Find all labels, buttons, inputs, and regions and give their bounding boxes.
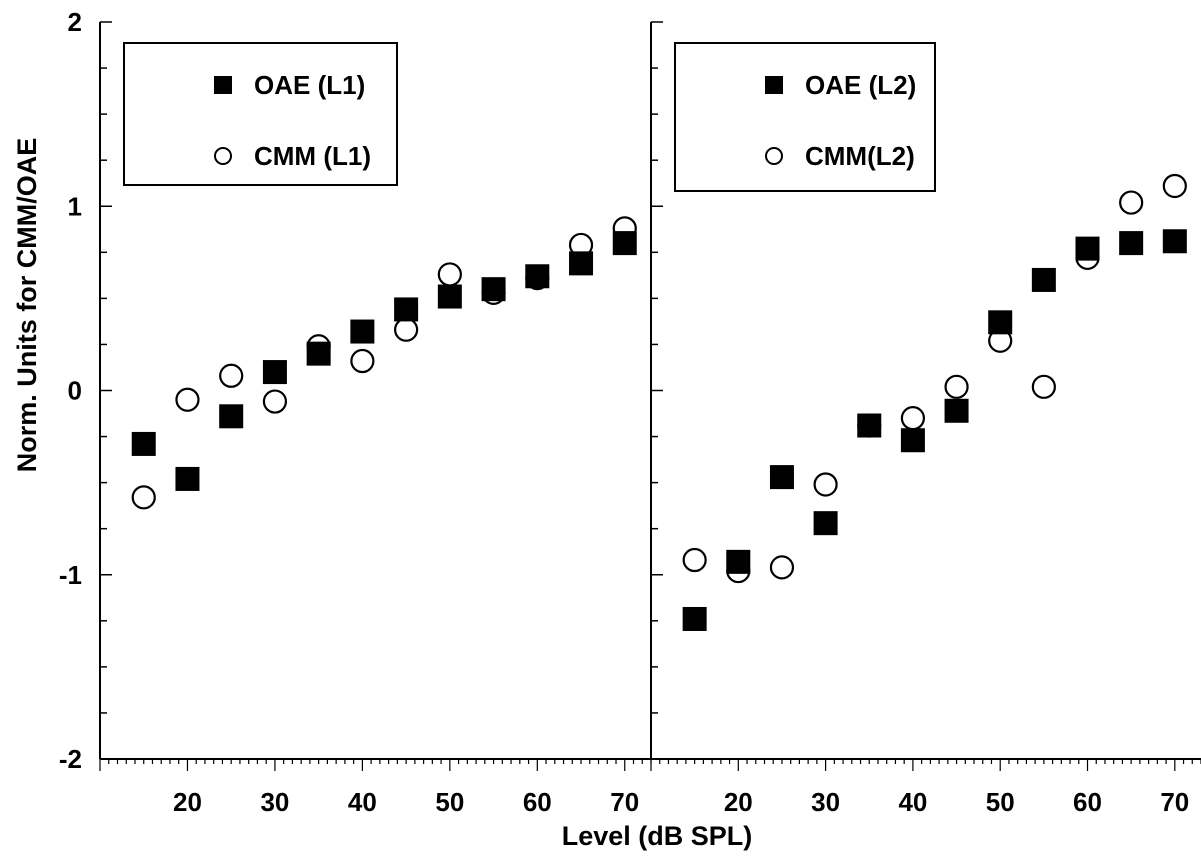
- series-open-circle: [682, 173, 1187, 584]
- data-point-circle: [131, 485, 156, 510]
- data-point-square: [682, 606, 707, 631]
- data-point-square: [1119, 231, 1144, 256]
- data-point-circle: [1119, 190, 1144, 215]
- series-open-circle: [131, 216, 637, 510]
- data-point-square: [944, 398, 969, 423]
- legend-box: [123, 42, 398, 186]
- series-filled-square: [682, 229, 1187, 631]
- data-point-circle: [394, 317, 419, 342]
- data-point-square: [569, 251, 594, 276]
- panel-1: 20 30 40 50 60 70 OAE (L1) CMM (L1): [99, 21, 652, 817]
- y-tick-label: 1: [68, 191, 82, 221]
- data-point-circle: [1031, 374, 1056, 399]
- x-tick-label: 50: [986, 787, 1015, 817]
- y-tick-label: -2: [59, 744, 82, 774]
- x-tick-label: 70: [610, 787, 639, 817]
- panel-2: 20 30 40 50 60 70 OAE (L2) CMM(L2): [650, 21, 1201, 817]
- data-point-circle: [769, 555, 795, 580]
- x-tick-label: 20: [724, 787, 753, 817]
- legend-marker-circle: [214, 147, 232, 165]
- data-point-square: [988, 310, 1013, 335]
- data-point-square: [131, 431, 156, 456]
- y-tick-label: -1: [59, 560, 82, 590]
- data-point-square: [306, 341, 331, 366]
- data-point-square: [175, 466, 200, 491]
- data-point-square: [726, 549, 751, 574]
- data-point-circle: [437, 262, 462, 287]
- y-axis: 2 1 0 -1 -2: [59, 7, 82, 774]
- legend-label: OAE (L2): [805, 70, 916, 100]
- legend-marker-square: [214, 76, 232, 94]
- legend: OAE (L1) CMM (L1): [123, 42, 398, 186]
- data-point-square: [769, 465, 794, 490]
- data-point-circle: [350, 348, 375, 374]
- x-tick-label: 30: [260, 787, 289, 817]
- x-tick-label: 40: [348, 787, 377, 817]
- data-point-square: [262, 360, 287, 385]
- legend-label: CMM (L1): [254, 141, 371, 171]
- legend-marker-square: [765, 76, 783, 94]
- x-tick-label: 60: [523, 787, 552, 817]
- data-point-circle: [262, 389, 288, 414]
- x-tick-label: 30: [811, 787, 840, 817]
- data-point-square: [525, 264, 550, 289]
- data-point-square: [1075, 236, 1100, 261]
- legend-label: CMM(L2): [805, 141, 915, 171]
- x-tick-label: 20: [173, 787, 202, 817]
- x-tick-label: 60: [1073, 787, 1102, 817]
- data-point-circle: [219, 363, 244, 388]
- y-axis-title: Norm. Units for CMM/OAE: [12, 138, 42, 473]
- x-tick-label: 50: [435, 787, 464, 817]
- data-point-square: [1162, 229, 1187, 254]
- legend-label: OAE (L1): [254, 70, 365, 100]
- data-point-square: [394, 297, 419, 322]
- data-point-square: [481, 277, 506, 302]
- data-point-circle: [1162, 173, 1187, 199]
- data-point-circle: [900, 406, 926, 431]
- panels-layer: 20 30 40 50 60 70 OAE (L1) CMM (L1) 20 30 40 50 60 70…: [99, 21, 1201, 817]
- data-point-square: [219, 404, 244, 429]
- x-tick-label: 40: [898, 787, 927, 817]
- data-point-square: [612, 231, 637, 256]
- data-point-circle: [682, 547, 707, 573]
- data-point-circle: [944, 374, 969, 399]
- x-axis-title: Level (dB SPL): [562, 821, 753, 851]
- series-filled-square: [131, 231, 637, 491]
- data-point-square: [350, 319, 375, 344]
- data-point-square: [857, 413, 882, 438]
- data-point-square: [437, 284, 462, 309]
- y-tick-label: 0: [68, 376, 82, 406]
- data-point-square: [813, 511, 838, 536]
- legend: OAE (L2) CMM(L2): [674, 42, 936, 192]
- data-point-circle: [175, 387, 200, 412]
- x-tick-label: 70: [1160, 787, 1189, 817]
- y-tick-label: 2: [68, 7, 82, 37]
- data-point-square: [900, 428, 925, 453]
- data-point-circle: [813, 472, 838, 497]
- legend-box: [674, 42, 936, 192]
- legend-marker-circle: [765, 147, 783, 165]
- data-point-square: [1031, 267, 1056, 292]
